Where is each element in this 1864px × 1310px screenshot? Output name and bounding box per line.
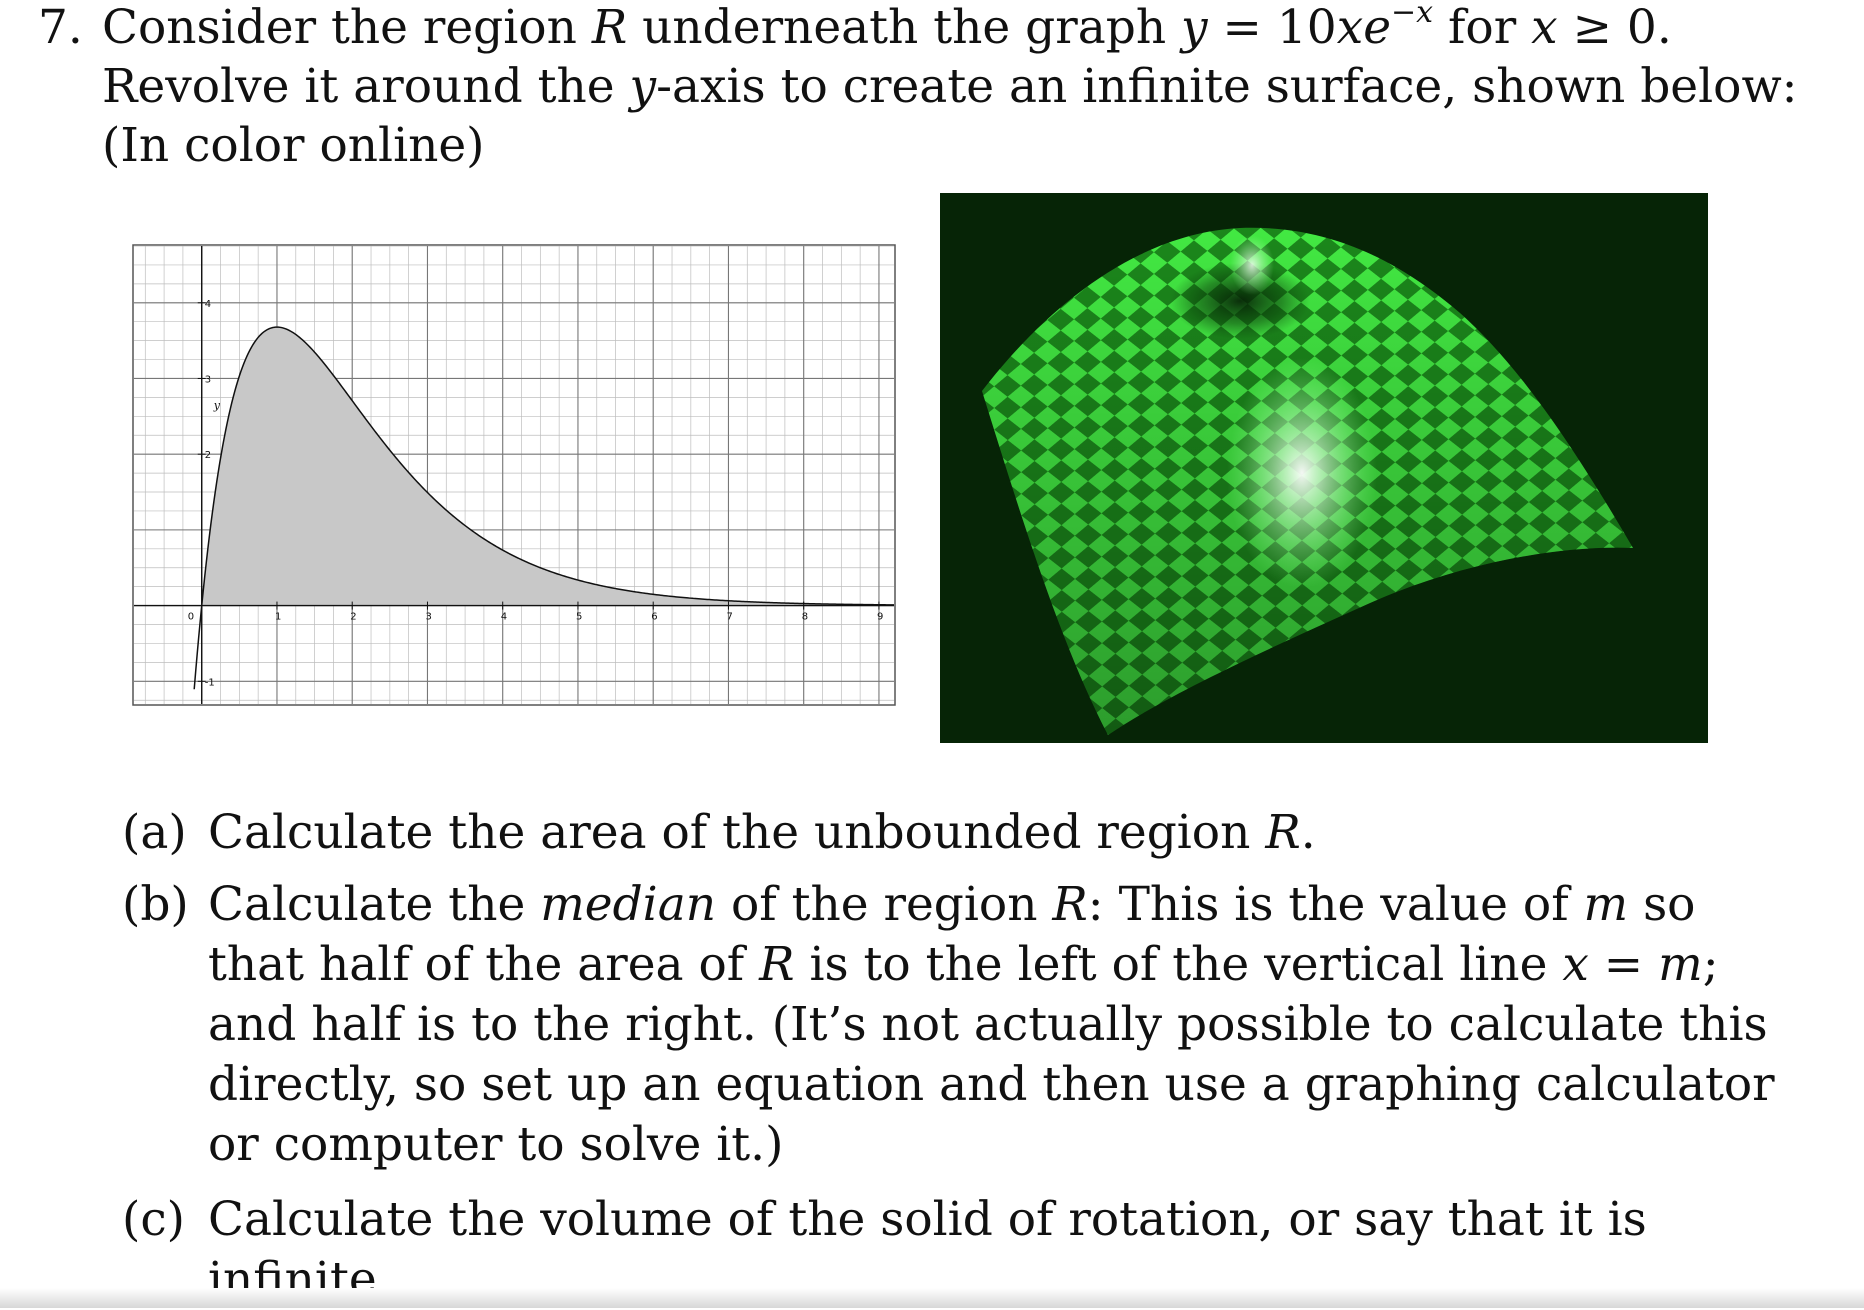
- x-tick-label: 5: [576, 612, 582, 623]
- part-b-line-4: directly, so set up an equation and then…: [208, 1057, 1775, 1112]
- function-graph: 0 1 2 3 4 5 6 7 8 9 4 3 2 -1 y: [132, 244, 896, 706]
- part-a-text: Calculate the area of the unbounded regi…: [208, 805, 1316, 860]
- x-tick-label: 2: [350, 612, 356, 623]
- y-tick-label: 3: [205, 374, 211, 385]
- surface-of-revolution-image: [940, 193, 1708, 743]
- part-b-line-5: or computer to solve it.): [208, 1117, 784, 1172]
- problem-line-1: Consider the region R underneath the gra…: [102, 0, 1672, 55]
- function-curve: [193, 326, 895, 690]
- x-tick-label: 6: [651, 612, 657, 623]
- x-tick-label: 1: [275, 612, 281, 623]
- x-tick-label: 7: [726, 612, 732, 623]
- part-c-label: (c): [122, 1192, 185, 1247]
- part-b-line-1: Calculate the median of the region R: Th…: [208, 877, 1696, 932]
- y-tick-label: -1: [205, 677, 215, 688]
- part-a-label: (a): [122, 805, 187, 860]
- problem-line-2: Revolve it around the y-axis to create a…: [102, 59, 1798, 114]
- part-b-line-3: and half is to the right. (It’s not actu…: [208, 997, 1768, 1052]
- x-tick-label: 3: [425, 612, 431, 623]
- part-c-line-1: Calculate the volume of the solid of rot…: [208, 1192, 1647, 1247]
- x-tick-label: 0: [188, 612, 194, 623]
- x-tick-label: 8: [802, 612, 808, 623]
- x-tick-label: 9: [877, 612, 883, 623]
- part-b-label: (b): [122, 877, 189, 932]
- y-tick-label: 4: [205, 299, 211, 310]
- shaded-region: [201, 327, 895, 606]
- part-b-line-2: that half of the area of R is to the lef…: [208, 937, 1719, 992]
- page-bottom-shadow: [0, 1288, 1864, 1308]
- x-tick-label: 4: [501, 612, 507, 623]
- problem-line-3: (In color online): [102, 118, 485, 173]
- problem-number: 7.: [38, 0, 83, 55]
- y-axis-label: y: [213, 399, 221, 412]
- y-tick-label: 2: [205, 450, 211, 461]
